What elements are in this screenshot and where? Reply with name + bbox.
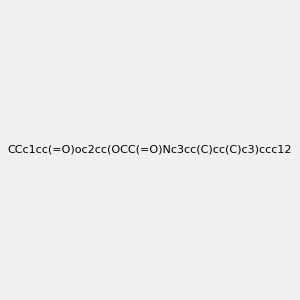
Text: CCc1cc(=O)oc2cc(OCC(=O)Nc3cc(C)cc(C)c3)ccc12: CCc1cc(=O)oc2cc(OCC(=O)Nc3cc(C)cc(C)c3)c… <box>8 145 292 155</box>
